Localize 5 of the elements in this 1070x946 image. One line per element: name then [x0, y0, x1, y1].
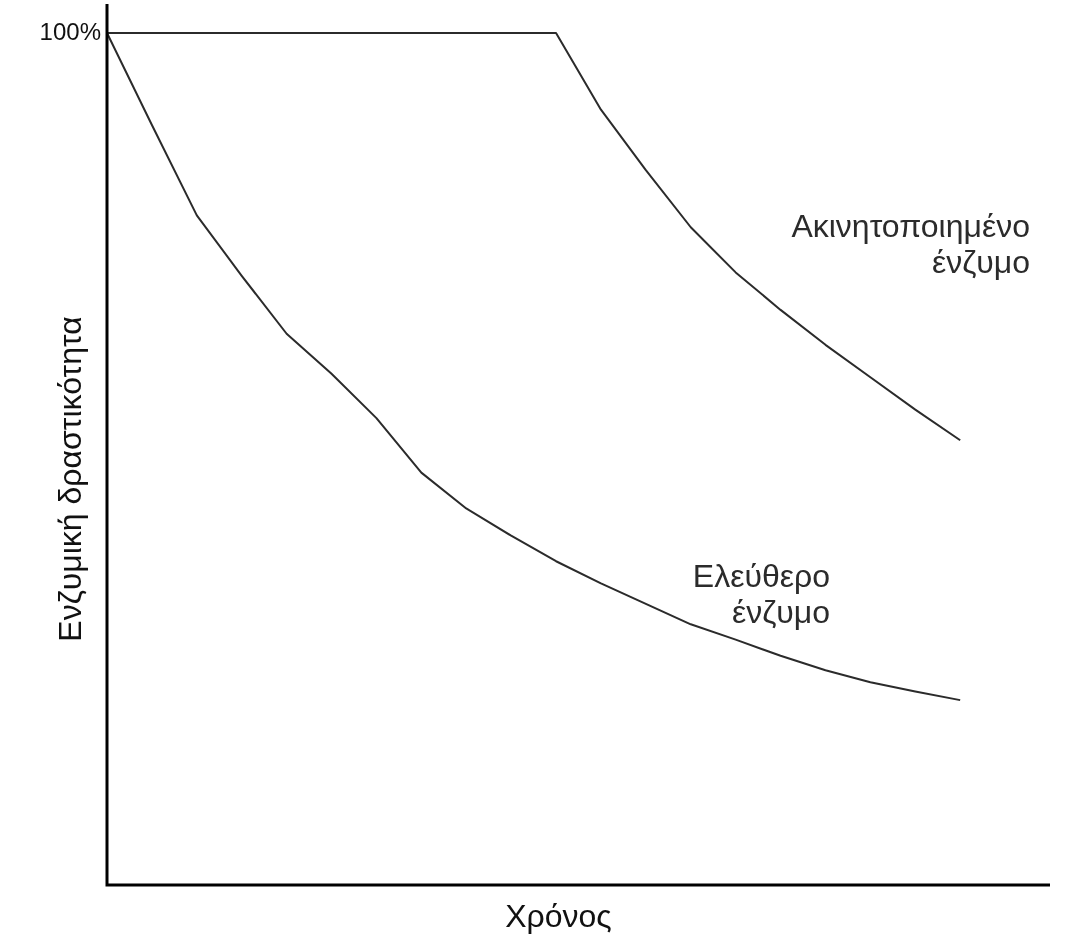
text: 100%: [39, 17, 101, 45]
y-axis-title: Ενζυμική δραστικότητα: [51, 316, 88, 642]
x-axis-title: Χρόνος: [505, 897, 612, 934]
series-label: Ελεύθερο ένζυμο: [692, 557, 830, 630]
series-label: Ακινητοποιημένο ένζυμο: [791, 207, 1030, 280]
